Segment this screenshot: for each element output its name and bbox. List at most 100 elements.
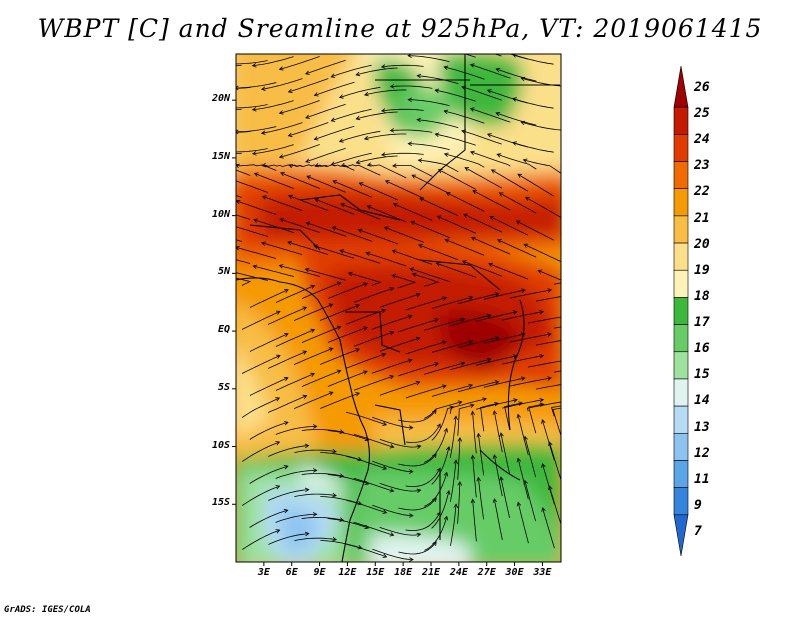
- streamline: [516, 220, 555, 241]
- streamlines: [202, 46, 604, 562]
- streamline: [242, 485, 280, 506]
- streamline-arrow: [310, 284, 316, 289]
- streamline-arrow: [283, 465, 289, 470]
- streamline: [332, 180, 372, 198]
- streamline-arrow: [523, 243, 529, 248]
- streamline-arrow: [392, 163, 397, 168]
- streamline-arrow: [518, 401, 524, 406]
- streamline: [526, 401, 561, 412]
- streamline: [331, 152, 372, 166]
- streamline-arrow: [332, 180, 338, 185]
- streamline: [301, 473, 344, 477]
- streamline-arrow: [202, 183, 206, 187]
- streamline: [279, 144, 320, 158]
- lon-label: 9E: [313, 567, 326, 578]
- streamline: [288, 122, 329, 137]
- streamline-arrow: [541, 507, 546, 512]
- streamline: [517, 458, 529, 500]
- streamline-arrow: [580, 401, 584, 405]
- streamline: [372, 460, 413, 473]
- streamline: [327, 327, 368, 343]
- streamline-arrow: [389, 444, 395, 449]
- streamline-arrow: [260, 241, 266, 246]
- colorbar-label: 16: [694, 341, 710, 357]
- streamline: [475, 311, 517, 322]
- streamline: [509, 289, 552, 299]
- streamline: [472, 411, 477, 454]
- streamline-arrow: [275, 529, 281, 534]
- streamline-arrow: [539, 354, 545, 359]
- streamline: [527, 316, 561, 324]
- streamline: [461, 130, 502, 145]
- streamline-arrow: [488, 46, 492, 50]
- streamline-arrow: [275, 397, 281, 402]
- streamline-arrow: [261, 162, 267, 168]
- streamline: [356, 67, 398, 76]
- streamline-arrow: [314, 163, 320, 168]
- streamline: [236, 109, 242, 110]
- streamline: [279, 218, 321, 233]
- streamline-arrow: [355, 392, 360, 397]
- streamline: [345, 353, 386, 369]
- streamline: [236, 87, 251, 89]
- streamline-arrow: [251, 107, 257, 112]
- streamline-arrow: [436, 215, 442, 220]
- streamline: [327, 474, 369, 485]
- streamline: [431, 340, 473, 353]
- streamline-arrow: [336, 325, 342, 330]
- streamline: [471, 237, 511, 255]
- streamline: [528, 360, 561, 368]
- streamline-arrow: [389, 375, 395, 380]
- streamline: [367, 164, 407, 179]
- streamline: [249, 377, 289, 396]
- streamline-arrow: [384, 180, 390, 185]
- streamline-arrow: [407, 141, 412, 147]
- streamline-arrow: [313, 92, 319, 97]
- streamline-arrow: [512, 310, 518, 315]
- streamline: [381, 108, 424, 112]
- streamline-arrow: [494, 336, 500, 341]
- streamline: [319, 348, 360, 365]
- streamline-arrow: [340, 203, 346, 208]
- streamline-arrow: [358, 182, 364, 187]
- streamline: [288, 78, 329, 93]
- streamline: [493, 410, 503, 453]
- streamline: [412, 273, 440, 287]
- streamline-arrow: [539, 402, 545, 408]
- streamline-arrow: [409, 513, 414, 518]
- streamline-arrow: [415, 336, 421, 342]
- streamline: [457, 337, 499, 349]
- streamline-arrow: [442, 384, 447, 389]
- streamline-arrow: [275, 485, 281, 490]
- axis-ticks: [232, 99, 543, 566]
- streamline-arrow: [476, 476, 481, 482]
- streamline-arrow: [328, 391, 334, 396]
- streamline-arrow: [453, 459, 458, 464]
- streamline-arrow: [389, 488, 395, 493]
- streamline: [444, 110, 485, 124]
- streamline-arrow: [513, 398, 518, 403]
- streamline-arrow: [275, 310, 281, 315]
- streamline: [340, 203, 381, 220]
- streamline: [294, 493, 337, 497]
- streamline-arrow: [380, 108, 386, 113]
- streamline-arrow: [304, 487, 310, 493]
- streamline: [405, 341, 447, 355]
- streamline-arrow: [279, 218, 285, 223]
- streamline-arrow: [209, 85, 213, 89]
- colorbar-label: 11: [694, 471, 710, 487]
- streamline-arrow: [407, 358, 413, 363]
- streamline: [424, 401, 462, 419]
- streamline-arrow: [457, 400, 463, 405]
- streamline-arrow: [357, 228, 363, 233]
- streamline-arrow: [408, 425, 414, 430]
- streamline: [562, 388, 604, 394]
- streamline-arrow: [443, 515, 449, 521]
- streamline-arrow: [226, 62, 230, 66]
- streamline-arrow: [476, 432, 482, 438]
- streamline-arrow: [310, 372, 316, 377]
- streamline-arrow: [499, 432, 504, 438]
- streamline-arrow: [228, 223, 232, 227]
- streamline: [500, 477, 510, 519]
- streamline-arrow: [520, 376, 526, 381]
